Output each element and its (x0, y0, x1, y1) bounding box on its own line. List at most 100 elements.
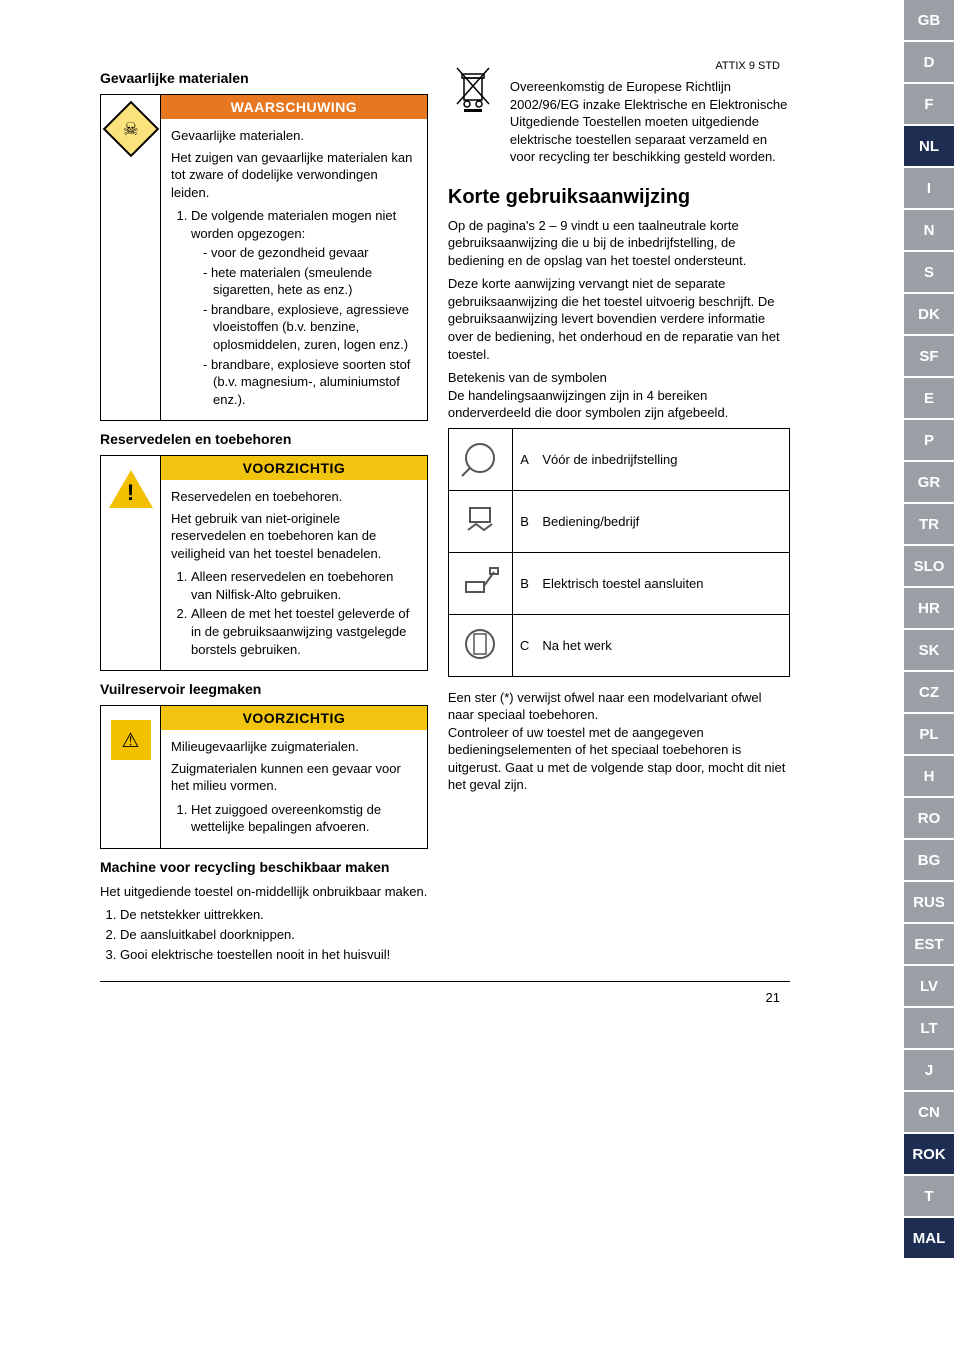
caution-box-1: ! VOORZICHTIG Reservedelen en toebehoren… (100, 455, 428, 671)
doc-header: ATTIX 9 STD (715, 60, 780, 72)
warn1-item1: De volgende materialen mogen niet worden… (191, 207, 417, 408)
row-letter: A (512, 428, 536, 490)
lang-tab-j[interactable]: J (904, 1050, 954, 1092)
two-column-layout: Gevaarlijke materialen ☠ WAARSCHUWING Ge… (100, 60, 790, 969)
env-icon-cell: ⚠ (101, 706, 161, 848)
lang-tab-f[interactable]: F (904, 84, 954, 126)
main-title: Korte gebruiksaanwijzing (448, 186, 790, 209)
lang-tab-t[interactable]: T (904, 1176, 954, 1218)
warn1-b2: brandbare, explosieve, agressieve vloeis… (203, 301, 417, 354)
lang-tab-rus[interactable]: RUS (904, 882, 954, 924)
weee-icon (448, 60, 498, 172)
symbol-icon-c (448, 614, 512, 676)
row-label: Na het werk (536, 614, 789, 676)
right-p6: Controleer of uw toestel met de aangegev… (448, 724, 790, 794)
caution-box-2: ⚠ VOORZICHTIG Milieugevaarlijke zuigmate… (100, 705, 428, 849)
warning-content: WAARSCHUWING Gevaarlijke materialen. Het… (161, 95, 427, 420)
lang-tab-lt[interactable]: LT (904, 1008, 954, 1050)
warn1-subtitle: Gevaarlijke materialen. (171, 127, 417, 145)
sec2-title: Reservedelen en toebehoren (100, 431, 428, 447)
row-label: Bediening/bedrijf (536, 490, 789, 552)
caution1-lead: Het gebruik van niet-originele reservede… (171, 510, 417, 563)
right-p2: Deze korte aanwijzing vervangt niet de s… (448, 275, 790, 363)
weee-row: Overeenkomstig de Europese Richtlijn 200… (448, 60, 790, 172)
language-tab-strip: GBDFNLINSDKSFEPGRTRSLOHRSKCZPLHROBGRUSES… (904, 0, 954, 1260)
sec4-i1: De aansluitkabel doorknippen. (120, 926, 428, 944)
caution1-items: Alleen reservedelen en toebehoren van Ni… (171, 568, 417, 658)
lang-tab-est[interactable]: EST (904, 924, 954, 966)
warn1-bullets: voor de gezondheid gevaar hete materiale… (191, 244, 417, 408)
lang-tab-h[interactable]: H (904, 756, 954, 798)
caution2-body: Milieugevaarlijke zuigmaterialen. Zuigma… (161, 730, 427, 848)
caution1-body: Reservedelen en toebehoren. Het gebruik … (161, 480, 427, 670)
weee-text: Overeenkomstig de Europese Richtlijn 200… (510, 78, 790, 166)
lang-tab-cn[interactable]: CN (904, 1092, 954, 1134)
lang-tab-cz[interactable]: CZ (904, 672, 954, 714)
lang-tab-mal[interactable]: MAL (904, 1218, 954, 1260)
lang-tab-rok[interactable]: ROK (904, 1134, 954, 1176)
caution1-subtitle: Reservedelen en toebehoren. (171, 488, 417, 506)
right-p5: Een ster (*) verwijst ofwel naar een mod… (448, 689, 790, 724)
warning-header: WAARSCHUWING (161, 95, 427, 119)
symbol-table: A Vóór de inbedrijfstelling B Bediening/… (448, 428, 790, 677)
row-letter: C (512, 614, 536, 676)
page-number: 21 (100, 990, 790, 1005)
lang-tab-d[interactable]: D (904, 42, 954, 84)
sec3-title: Vuilreservoir leegmaken (100, 681, 428, 697)
warn1-lead: Het zuigen van gevaarlijke materialen ka… (171, 149, 417, 202)
lang-tab-sk[interactable]: SK (904, 630, 954, 672)
lang-tab-p[interactable]: P (904, 420, 954, 462)
lang-tab-gr[interactable]: GR (904, 462, 954, 504)
sec1-title: Gevaarlijke materialen (100, 70, 428, 86)
page-content: ATTIX 9 STD Gevaarlijke materialen ☠ WAA… (0, 0, 840, 1045)
lang-tab-sf[interactable]: SF (904, 336, 954, 378)
lang-tab-gb[interactable]: GB (904, 0, 954, 42)
warn1-b3: brandbare, explosieve soorten stof (b.v.… (203, 356, 417, 409)
warn1-b1: hete materialen (smeulende sigaretten, h… (203, 264, 417, 299)
warn1-item1-text: De volgende materialen mogen niet worden… (191, 208, 396, 241)
sec4-i2: Gooi elektrische toestellen nooit in het… (120, 946, 428, 964)
caution2-i0: Het zuiggoed overeenkomstig de wettelijk… (191, 801, 417, 836)
lang-tab-ro[interactable]: RO (904, 798, 954, 840)
warn1-numlist: De volgende materialen mogen niet worden… (171, 207, 417, 408)
sec4-items: De netstekker uittrekken. De aansluitkab… (100, 906, 428, 963)
lang-tab-nl[interactable]: NL (904, 126, 954, 168)
row-label: Elektrisch toestel aansluiten (536, 552, 789, 614)
table-row: C Na het werk (448, 614, 789, 676)
right-column: Overeenkomstig de Europese Richtlijn 200… (448, 60, 790, 969)
lang-tab-dk[interactable]: DK (904, 294, 954, 336)
lang-tab-pl[interactable]: PL (904, 714, 954, 756)
row-letter: B (512, 552, 536, 614)
row-letter: B (512, 490, 536, 552)
triangle-warning-icon: ! (109, 470, 153, 508)
symbol-icon-a (448, 428, 512, 490)
lang-tab-bg[interactable]: BG (904, 840, 954, 882)
left-column: Gevaarlijke materialen ☠ WAARSCHUWING Ge… (100, 60, 428, 969)
hazard-icon-cell: ☠ (101, 95, 161, 420)
lang-tab-e[interactable]: E (904, 378, 954, 420)
caution1-i1: Alleen de met het toestel geleverde of i… (191, 605, 417, 658)
symbol-icon-b2 (448, 552, 512, 614)
skull-icon: ☠ (102, 101, 159, 158)
lang-tab-hr[interactable]: HR (904, 588, 954, 630)
table-row: B Bediening/bedrijf (448, 490, 789, 552)
caution1-content: VOORZICHTIG Reservedelen en toebehoren. … (161, 456, 427, 670)
row-label: Vóór de inbedrijfstelling (536, 428, 789, 490)
symbol-icon-b1 (448, 490, 512, 552)
caution1-header: VOORZICHTIG (161, 456, 427, 480)
warning-body: Gevaarlijke materialen. Het zuigen van g… (161, 119, 427, 420)
warning-box-1: ☠ WAARSCHUWING Gevaarlijke materialen. H… (100, 94, 428, 421)
lang-tab-i[interactable]: I (904, 168, 954, 210)
lang-tab-tr[interactable]: TR (904, 504, 954, 546)
lang-tab-slo[interactable]: SLO (904, 546, 954, 588)
footer-rule (100, 981, 790, 982)
lang-tab-s[interactable]: S (904, 252, 954, 294)
table-row: A Vóór de inbedrijfstelling (448, 428, 789, 490)
caution2-items: Het zuiggoed overeenkomstig de wettelijk… (171, 801, 417, 836)
right-p1: Op de pagina's 2 – 9 vindt u een taalneu… (448, 217, 790, 270)
caution2-subtitle: Milieugevaarlijke zuigmaterialen. (171, 738, 417, 756)
lang-tab-lv[interactable]: LV (904, 966, 954, 1008)
right-p4: De handelingsaanwijzingen zijn in 4 bere… (448, 387, 790, 422)
sec4-title: Machine voor recycling beschikbaar maken (100, 859, 428, 875)
lang-tab-n[interactable]: N (904, 210, 954, 252)
